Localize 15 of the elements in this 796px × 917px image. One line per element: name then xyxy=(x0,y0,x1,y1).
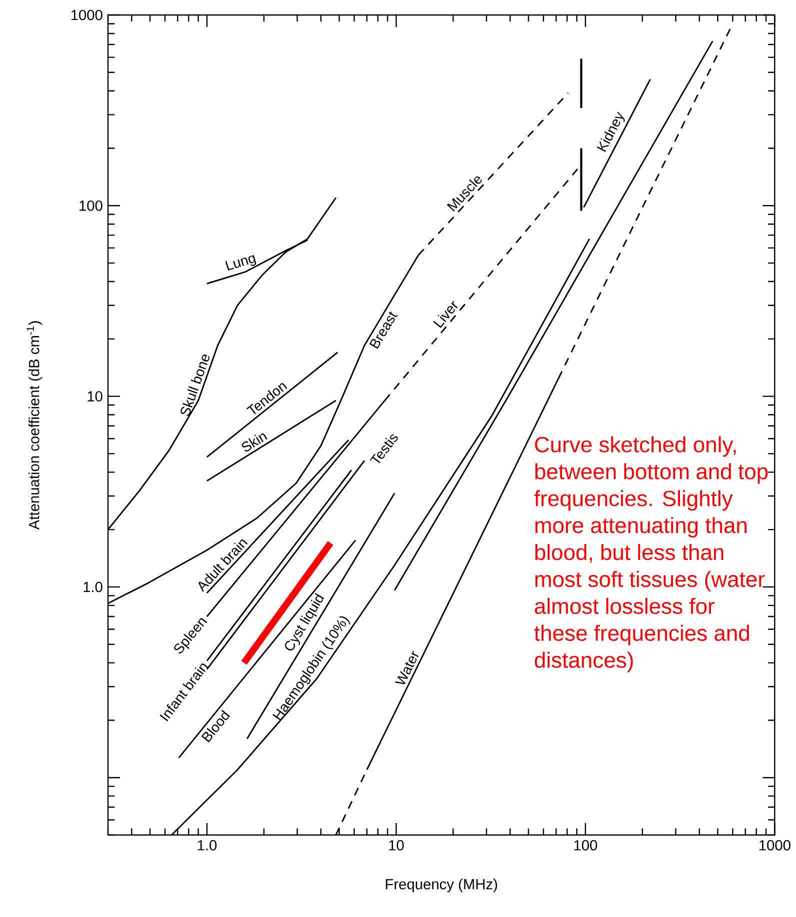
text: Water xyxy=(394,650,419,684)
x-tick-label: 1000 xyxy=(759,840,790,850)
y-tick-label: 1.0 xyxy=(84,582,102,592)
y-tick-label: 10 xyxy=(88,391,102,402)
x-axis-title: Frequency (MHz) xyxy=(386,878,498,892)
text: Curve sketched only, between bottom and top frequencies. Slightly more attenuating than blood, but less than most soft tissues (water almost lossless for these frequencies and distances) xyxy=(534,436,768,672)
text: Skull bone xyxy=(180,354,210,416)
x-tick-label: 10 xyxy=(389,840,404,850)
y-tick-label: 1000 xyxy=(71,10,102,20)
x-tick-label: 100 xyxy=(574,840,598,850)
text: Lung xyxy=(225,254,256,271)
y-tick-label: 100 xyxy=(80,200,102,211)
x-tick-label: 1.0 xyxy=(198,840,217,850)
y-axis-title: Attenuation coefficient (dB cm$^{-1}$) xyxy=(26,321,42,530)
text: Skin xyxy=(242,433,268,452)
